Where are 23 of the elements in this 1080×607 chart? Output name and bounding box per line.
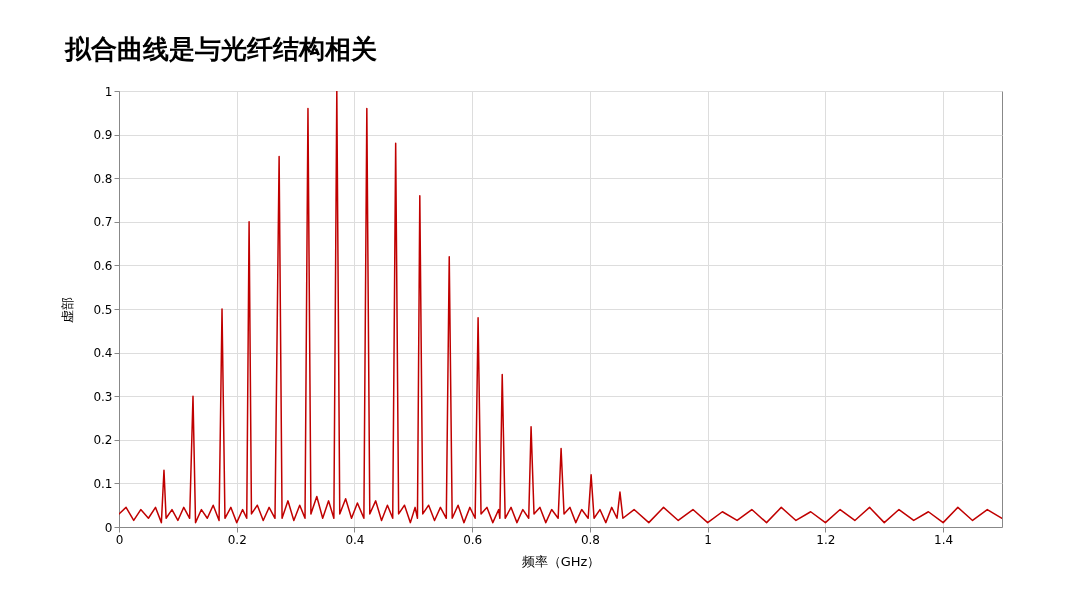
y-tick-label: 0.6 [93,258,113,273]
y-tick-label: 0.3 [93,389,113,404]
y-tick-label: 0.7 [93,215,113,230]
x-tick-label: 0.8 [580,532,600,547]
x-tick-label: 1 [704,532,712,547]
y-tick-label: 0.2 [93,433,113,448]
y-axis-title: 虚部 [60,296,76,323]
x-tick-label: 0.2 [227,532,247,547]
x-tick-label: 1.2 [816,532,836,547]
y-tick-label: 0.5 [93,302,113,317]
line-series [119,91,1002,524]
x-axis-title: 频率（GHz） [521,553,601,569]
x-tick-label: 0.4 [345,532,365,547]
y-tick-label: 0.8 [93,171,113,186]
y-tick-label: 1 [104,84,113,99]
x-tick-label: 0 [115,532,124,547]
y-tick-label: 0.9 [93,128,113,143]
chart-title: 拟合曲线是与光纤结构相关 [64,34,377,64]
y-tick-label: 0 [104,520,113,535]
x-tick-label: 0.6 [463,532,483,547]
y-tick-label: 0.4 [93,346,113,361]
y-tick-label: 0.1 [93,476,113,491]
x-tick-label: 1.4 [934,532,954,547]
